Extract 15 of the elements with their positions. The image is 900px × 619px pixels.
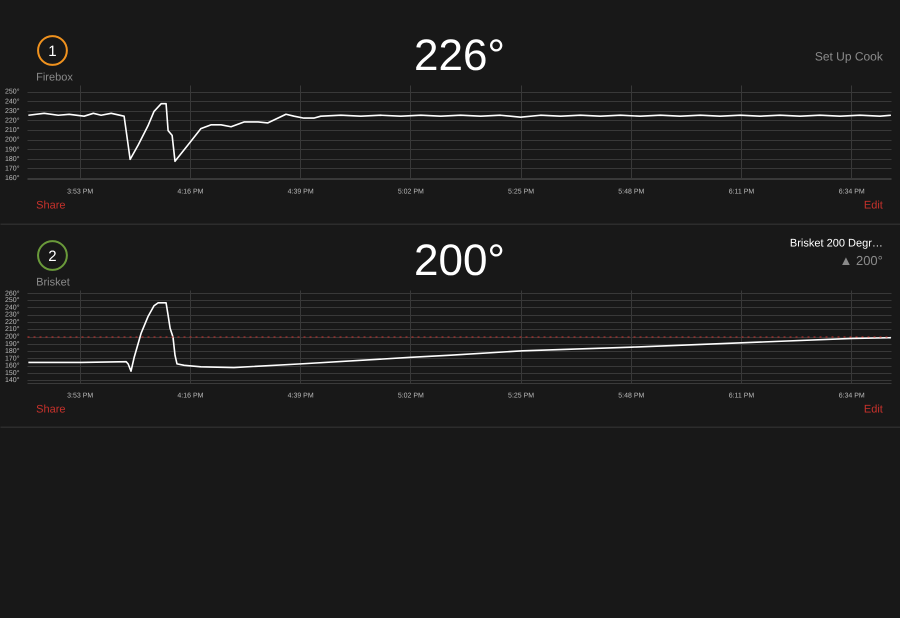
chart-title: 226° xyxy=(414,31,506,80)
chart-title: 200° xyxy=(414,236,506,285)
text: 2 xyxy=(48,248,57,265)
line-series xyxy=(28,302,892,372)
text: Set Up Cook xyxy=(814,50,884,64)
text: ▲ 200° xyxy=(839,253,883,268)
text: Edit xyxy=(864,200,883,212)
text: Edit xyxy=(864,404,883,416)
text: Share xyxy=(36,404,66,416)
line-series xyxy=(28,102,892,162)
text: Firebox xyxy=(36,72,74,84)
text: Share xyxy=(36,200,66,212)
text: Brisket 200 Degr… xyxy=(790,238,883,250)
text: Brisket xyxy=(36,276,70,288)
text: 1 xyxy=(48,43,57,60)
